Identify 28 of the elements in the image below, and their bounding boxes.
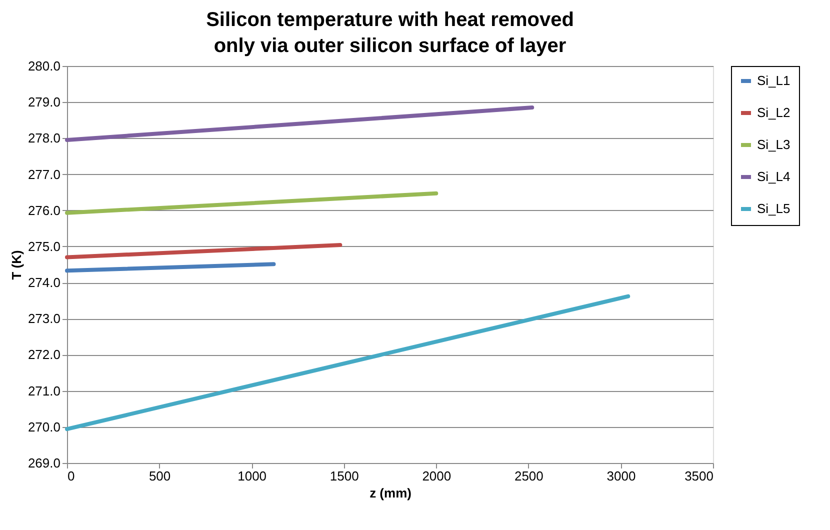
x-tick-label: 500 <box>148 468 171 484</box>
legend-label: Si_L3 <box>757 137 790 152</box>
y-tick-label: 274.0 <box>28 275 60 290</box>
y-tick-label: 278.0 <box>28 130 60 146</box>
legend-label: Si_L4 <box>757 169 790 184</box>
x-tick-label: 3500 <box>684 468 714 484</box>
legend-label: Si_L5 <box>757 201 790 216</box>
y-tick-label: 279.0 <box>28 94 60 110</box>
x-axis-title: z (mm) <box>370 486 412 500</box>
x-tick-label: 0 <box>68 468 75 484</box>
y-tick-label: 271.0 <box>28 383 60 398</box>
y-tick-label: 269.0 <box>28 456 60 470</box>
y-tick-label: 275.0 <box>28 238 60 254</box>
y-tick-label: 280.0 <box>28 58 60 74</box>
y-tick-label: 270.0 <box>28 419 60 434</box>
y-tick-label: 272.0 <box>28 347 60 362</box>
y-tick-label: 273.0 <box>28 311 60 326</box>
y-axis-title: T (K) <box>8 250 24 280</box>
legend-label: Si_L2 <box>757 105 790 120</box>
x-tick-label: 3000 <box>606 468 636 484</box>
y-tick-label: 276.0 <box>28 202 60 218</box>
legend-label: Si_L1 <box>757 73 790 88</box>
x-tick-label: 1000 <box>238 468 267 484</box>
x-tick-label: 1500 <box>330 468 359 484</box>
x-tick-label: 2500 <box>514 468 544 484</box>
y-tick-label: 277.0 <box>28 166 60 182</box>
chart-title: Silicon temperature with heat removed only via outer silicon surface of layer <box>206 9 574 57</box>
x-tick-label: 2000 <box>422 468 452 484</box>
